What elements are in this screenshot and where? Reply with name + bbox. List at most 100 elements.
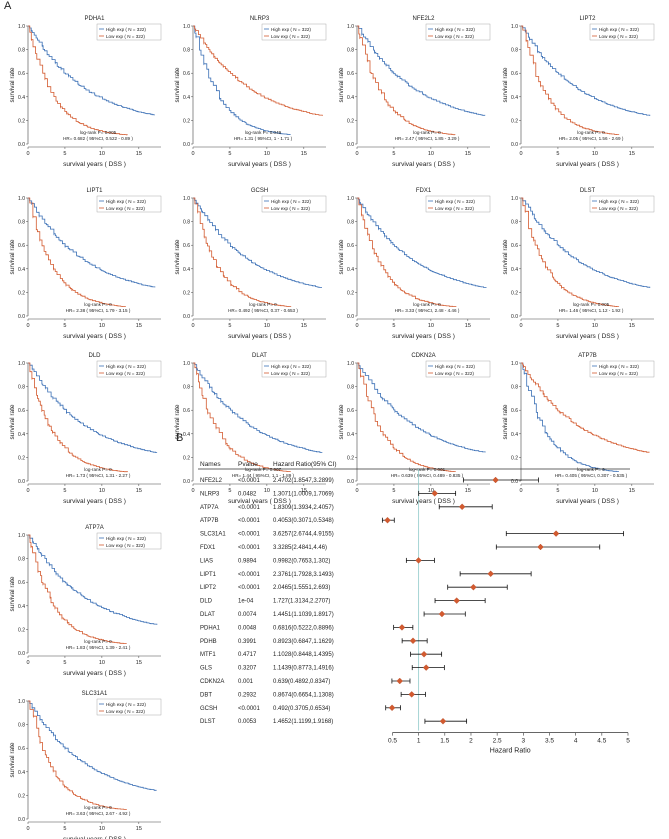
y-tick-label: 0.0	[18, 817, 25, 823]
forest-row-name: DLD	[200, 599, 213, 605]
forest-row-hr: 1.3071(1.0009,1.7069)	[273, 491, 334, 497]
forest-point	[487, 570, 494, 578]
forest-row-pvalue: <0.0001	[238, 706, 261, 712]
x-tick-label: 0	[355, 323, 358, 329]
km-panel: ATP7A 0.0 0.2 0.4 0.6 0.8 1.0 0 5 10 15 survival ye…	[9, 525, 162, 677]
forest-row-hr: 2.3761(1.7928,3.1493)	[273, 572, 334, 578]
y-tick-label: 1.0	[511, 361, 518, 367]
y-tick-label: 0.0	[511, 314, 518, 320]
legend-high-label: High exp ( N = 322)	[106, 364, 146, 369]
x-axis-label: survival years ( DSS )	[556, 333, 619, 340]
legend-low-label: Low exp ( N = 322)	[435, 371, 474, 376]
forest-row-pvalue: 0.0482	[238, 491, 257, 497]
km-pvalue: log-rank P= 0.005	[80, 130, 117, 135]
forest-row-name: CDKN2A	[200, 679, 224, 685]
km-hazard-ratio: HR= 2.05 ( 95%CI, 1.56 - 2.69 )	[559, 136, 624, 141]
km-curve-high	[521, 362, 619, 472]
y-tick-label: 0.0	[511, 142, 518, 148]
x-axis-label: survival years ( DSS )	[228, 333, 291, 340]
x-tick-label: 15	[136, 151, 142, 157]
x-tick-label: 10	[264, 323, 270, 329]
x-tick-label: 10	[428, 488, 434, 494]
y-tick-label: 0.4	[347, 267, 354, 273]
forest-point	[398, 624, 406, 631]
forest-point	[537, 543, 544, 551]
forest-row-name: GCSH	[200, 706, 217, 712]
forest-point	[439, 717, 447, 725]
y-tick-label: 0.8	[183, 48, 190, 54]
forest-header-hr: Hazard Ratio(95% CI)	[273, 461, 337, 468]
km-curve-high	[28, 25, 155, 116]
y-tick-label: 0.8	[18, 557, 25, 563]
y-tick-label: 1.0	[18, 361, 25, 367]
km-hazard-ratio: HR= 1.31 ( 95%CI, 1 - 1.71 )	[234, 136, 293, 141]
legend-box	[425, 23, 491, 41]
y-tick-label: 0.2	[183, 118, 190, 124]
x-tick-label: 5	[228, 488, 231, 494]
km-pvalue: log-rank P= 0.001	[409, 467, 446, 472]
legend-high-label: High exp ( N = 322)	[106, 702, 146, 707]
forest-x-tick-label: 4	[574, 738, 578, 745]
forest-point	[438, 610, 446, 618]
x-tick-label: 0	[191, 151, 194, 157]
x-tick-label: 5	[556, 151, 559, 157]
forest-plot: Names Pvalue Hazard Ratio(95% CI) NFE2L2 <0.…	[198, 461, 630, 755]
km-panel: CDKN2A 0.0 0.2 0.4 0.6 0.8 1.0 0 5 10 15 survival y…	[338, 353, 491, 505]
y-tick-label: 0.8	[18, 723, 25, 729]
forest-row-hr: 2.0465(1.5551,2.693)	[273, 585, 330, 591]
y-tick-label: 0.2	[183, 455, 190, 461]
x-tick-label: 15	[629, 488, 635, 494]
forest-row-pvalue: 0.001	[238, 679, 254, 685]
km-pvalue: log-rank P= 0	[84, 639, 112, 644]
y-tick-label: 0.0	[347, 142, 354, 148]
km-pvalue: log-rank P= 0	[413, 302, 441, 307]
forest-x-tick-label: 1.5	[440, 738, 449, 745]
forest-x-tick-label: 3.5	[545, 738, 554, 745]
forest-row-name: ATP7B	[200, 518, 219, 524]
forest-x-tick-label: 2.5	[493, 738, 502, 745]
legend-high-label: High exp ( N = 322)	[271, 364, 311, 369]
y-tick-label: 0.6	[18, 408, 25, 414]
x-tick-label: 15	[465, 488, 471, 494]
forest-row-name: LIPT2	[200, 585, 217, 591]
forest-row-hr: 1.1439(0.8773,1.4916)	[273, 666, 334, 672]
x-tick-label: 0	[519, 323, 522, 329]
km-panel: NFE2L2 0.0 0.2 0.4 0.6 0.8 1.0 0 5 10 15 survival y…	[338, 16, 491, 168]
legend-low-label: Low exp ( N = 322)	[435, 206, 474, 211]
legend-low-label: Low exp ( N = 322)	[106, 34, 145, 39]
x-tick-label: 15	[301, 323, 307, 329]
y-axis-label: survival rate	[9, 239, 16, 274]
forest-row-pvalue: 0.2932	[238, 692, 257, 698]
forest-point	[388, 704, 396, 712]
y-tick-label: 0.2	[18, 455, 25, 461]
x-tick-label: 10	[99, 151, 105, 157]
y-tick-label: 1.0	[511, 24, 518, 30]
y-tick-label: 1.0	[347, 24, 354, 30]
y-tick-label: 0.8	[183, 385, 190, 391]
y-tick-label: 0.8	[511, 385, 518, 391]
legend-box	[96, 532, 162, 550]
y-tick-label: 0.2	[18, 793, 25, 799]
km-curve-high	[357, 25, 486, 116]
y-tick-label: 0.4	[18, 267, 25, 273]
x-tick-label: 5	[392, 323, 395, 329]
forest-x-tick-label: 5	[626, 738, 630, 745]
forest-point	[422, 664, 430, 671]
forest-row-hr: 1.727(1.3134,2.2707)	[273, 599, 330, 605]
y-axis-label: survival rate	[502, 67, 509, 102]
km-hazard-ratio: HR= 2.38 ( 95%CI, 1.79 - 3.15 )	[66, 308, 131, 313]
x-tick-label: 15	[629, 323, 635, 329]
y-tick-label: 0.8	[347, 48, 354, 54]
panel-label-b: B	[176, 432, 184, 444]
forest-row-pvalue: 0.3991	[238, 639, 257, 645]
km-title: GCSH	[251, 188, 268, 194]
x-tick-label: 10	[428, 323, 434, 329]
y-tick-label: 1.0	[18, 533, 25, 539]
km-panel: NLRP3 0.0 0.2 0.4 0.6 0.8 1.0 0 5 10 15 survival ye…	[174, 16, 327, 168]
forest-row-pvalue: 1e-04	[238, 599, 254, 605]
legend-box	[425, 195, 491, 213]
km-title: DLAT	[252, 353, 267, 359]
km-pvalue: log-rank P= 0	[249, 302, 277, 307]
y-tick-label: 0.4	[347, 432, 354, 438]
km-panel: SLC31A1 0.0 0.2 0.4 0.6 0.8 1.0 0 5 10 15 survival …	[9, 691, 162, 839]
